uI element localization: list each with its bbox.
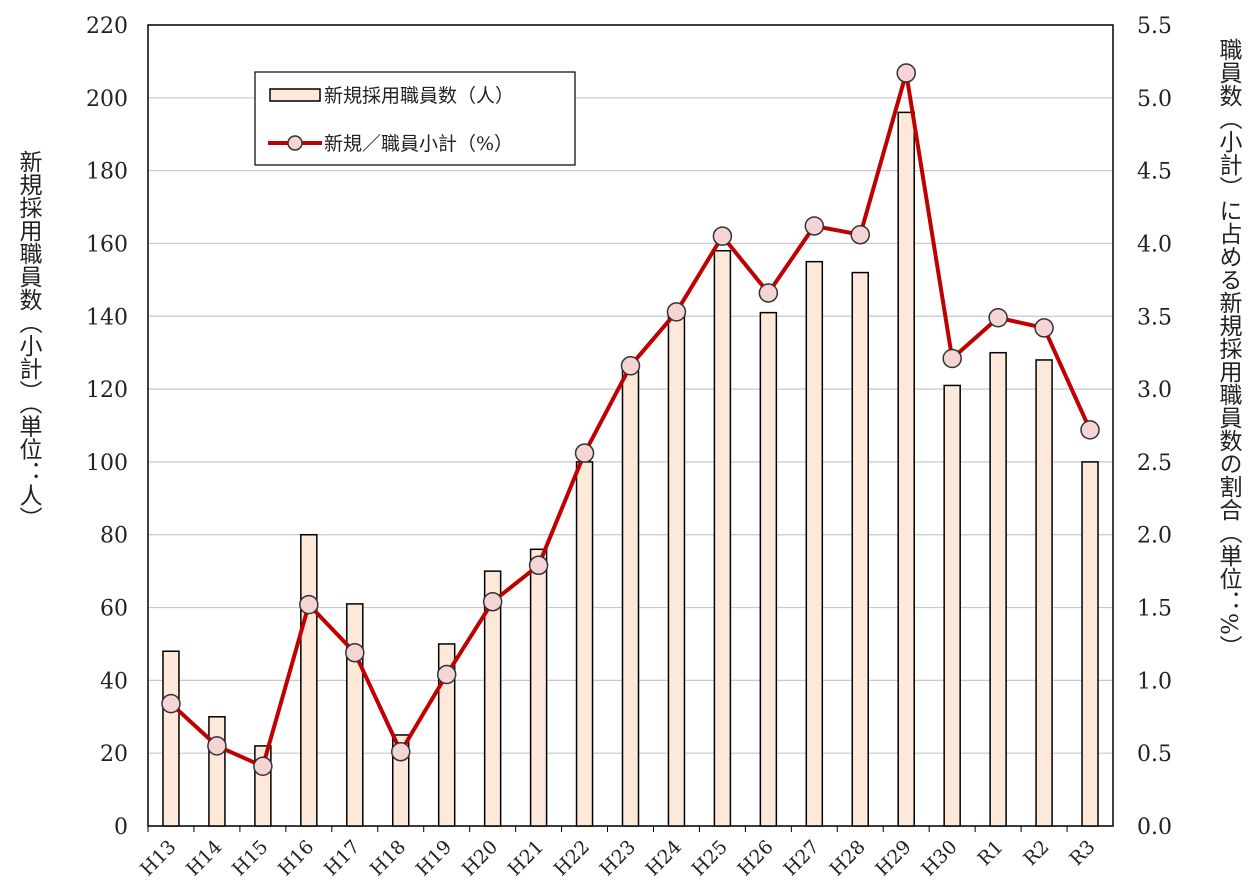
line-marker [345, 642, 365, 663]
bar [805, 260, 824, 827]
y2-axis-label: 職員数（小計）に占める新規採用職員数の割合（単位：%） [1215, 38, 1243, 658]
bar [759, 311, 778, 827]
bar [162, 650, 180, 827]
line-marker [712, 226, 733, 246]
y2-tick-label: 4.5 [1137, 160, 1172, 185]
legend-box [254, 71, 576, 166]
x-tick-label: H27 [779, 836, 823, 880]
y-tick-label: 100 [86, 451, 128, 476]
bar [897, 111, 915, 827]
y-tick-label: 140 [86, 305, 128, 330]
bar [989, 351, 1007, 827]
y2-tick-label: 0.5 [1137, 742, 1172, 767]
y-tick-label: 60 [100, 597, 128, 622]
x-tick-label: H29 [871, 836, 915, 880]
line-marker [436, 664, 457, 685]
legend-swatch-marker [287, 135, 303, 151]
bar [1035, 359, 1053, 827]
x-tick-label: H14 [182, 836, 226, 880]
x-tick-label: H16 [274, 836, 318, 880]
line-marker [1080, 420, 1100, 440]
y-tick-label: 220 [86, 14, 128, 39]
y2-tick-label: 1.5 [1137, 597, 1172, 622]
legend-label: 新規採用職員数（人） [324, 85, 514, 107]
line-marker [988, 307, 1008, 328]
x-tick-label: R3 [1065, 836, 1099, 870]
y2-tick-label: 5.0 [1137, 87, 1172, 112]
line-marker [161, 693, 181, 714]
x-tick-label: R2 [1019, 836, 1053, 870]
bar [300, 533, 318, 827]
x-tick-label: H23 [596, 836, 640, 880]
x-tick-label: H15 [228, 836, 272, 880]
line-marker [1034, 318, 1054, 338]
line-marker [528, 555, 549, 576]
y2-tick-label: 0.0 [1137, 815, 1172, 840]
y2-tick-label: 3.5 [1137, 305, 1172, 330]
x-tick-label: H22 [550, 836, 594, 880]
line-marker [620, 356, 641, 376]
x-tick-label: H28 [825, 836, 869, 880]
line-marker [942, 348, 962, 369]
y-tick-label: 160 [86, 232, 128, 257]
y-tick-label: 20 [100, 742, 128, 767]
x-tick-label: R1 [973, 836, 1007, 870]
bar [575, 461, 594, 827]
bar [208, 716, 226, 827]
bar [1081, 461, 1099, 827]
bar [346, 603, 364, 827]
x-tick-label: H26 [734, 836, 778, 880]
x-tick-label: H30 [917, 836, 961, 880]
y2-tick-label: 3.0 [1137, 378, 1172, 403]
bar [713, 249, 732, 827]
bar [667, 315, 686, 827]
line-marker [574, 443, 595, 463]
line-marker [390, 741, 411, 762]
bar [529, 548, 548, 827]
y2-tick-label: 2.5 [1137, 451, 1172, 476]
line-marker [666, 302, 687, 322]
bar [437, 643, 456, 827]
x-tick-label: H19 [412, 836, 456, 880]
y-tick-label: 180 [86, 160, 128, 185]
x-tick-label: H17 [320, 836, 364, 880]
y-tick-label: 200 [86, 87, 128, 112]
x-tick-label: H18 [366, 836, 410, 880]
y2-tick-label: 1.0 [1137, 669, 1172, 694]
line-marker [482, 591, 503, 612]
bar [483, 570, 502, 827]
line-marker [207, 736, 227, 756]
y2-tick-label: 4.0 [1137, 232, 1172, 257]
y2-tick-label: 2.0 [1137, 524, 1172, 549]
y-tick-label: 80 [100, 524, 128, 549]
y2-tick-label: 5.5 [1137, 14, 1172, 39]
x-tick-label: H24 [642, 836, 686, 880]
y-axis-label: 新規採用職員数（小計）（単位：人） [15, 150, 43, 530]
line-marker [758, 283, 779, 303]
line-marker [299, 594, 319, 615]
x-tick-label: H25 [688, 836, 732, 880]
x-tick-label: H13 [136, 836, 180, 880]
line-marker [850, 224, 871, 245]
x-tick-label: H21 [504, 836, 548, 880]
legend-label: 新規／職員小計（%） [324, 133, 513, 155]
bar [851, 271, 870, 827]
bar [621, 370, 640, 827]
y-tick-label: 120 [86, 378, 128, 403]
line-marker [253, 756, 273, 777]
legend-swatch [269, 88, 321, 102]
line-marker [896, 63, 916, 83]
x-tick-label: H20 [458, 836, 502, 880]
line-marker [804, 216, 825, 236]
bar [943, 384, 961, 827]
y-tick-label: 40 [100, 669, 128, 694]
y-tick-label: 0 [114, 815, 128, 840]
